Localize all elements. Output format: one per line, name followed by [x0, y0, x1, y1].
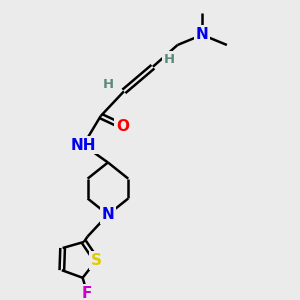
- Text: N: N: [102, 207, 114, 222]
- Text: H: H: [102, 78, 113, 91]
- Text: N: N: [196, 27, 208, 42]
- Text: O: O: [116, 119, 129, 134]
- Text: H: H: [163, 53, 174, 66]
- Text: NH: NH: [70, 138, 96, 153]
- Text: F: F: [82, 286, 92, 300]
- Text: S: S: [91, 253, 102, 268]
